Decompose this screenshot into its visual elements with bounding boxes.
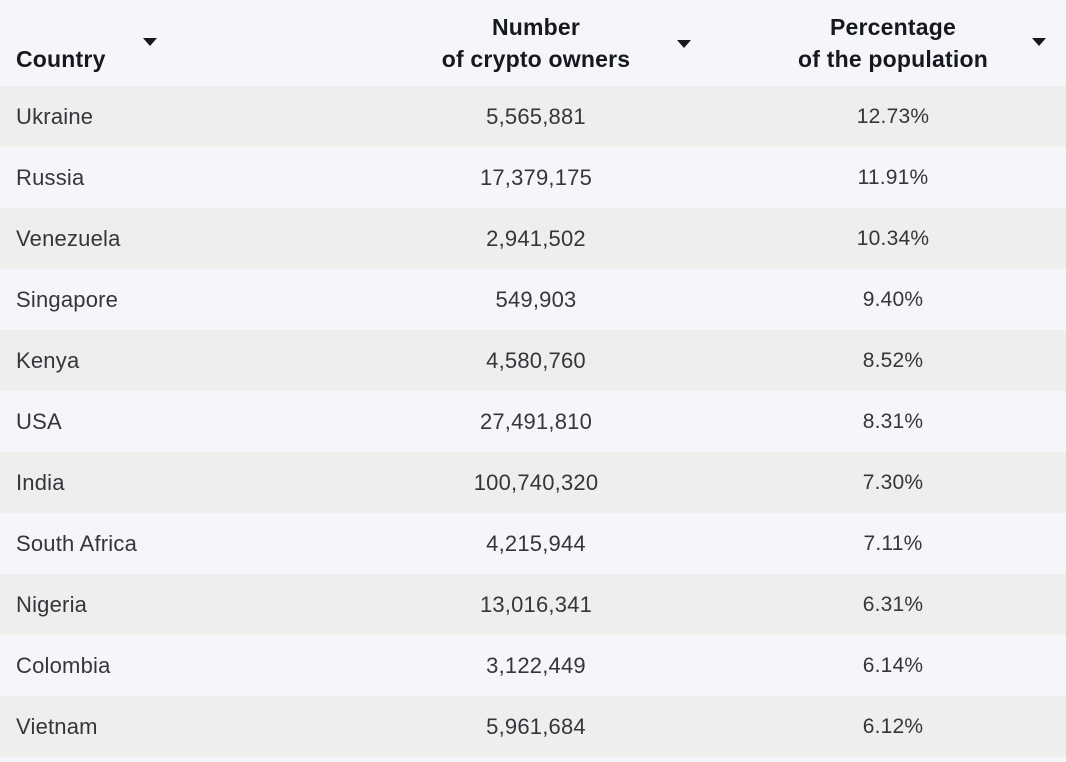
table-body: Ukraine 5,565,881 12.73% Russia 17,379,1… [0,86,1066,757]
owners-cell: 100,740,320 [473,469,599,495]
table-row: South Africa 4,215,944 7.11% [0,513,1066,574]
percentage-cell: 6.31% [862,592,924,616]
country-cell: Vietnam [16,713,98,739]
owners-cell: 3,122,449 [486,652,586,678]
column-header-percentage-label: Percentage of the population [798,14,988,72]
percentage-cell: 6.14% [862,653,924,677]
country-cell: Singapore [16,286,119,312]
country-cell: Russia [16,164,85,190]
table-row: India 100,740,320 7.30% [0,452,1066,513]
percentage-cell: 11.91% [857,165,929,189]
country-cell: India [16,469,65,495]
country-cell: USA [16,408,62,434]
sort-arrow-icon[interactable] [143,38,157,46]
country-cell: Venezuela [16,225,121,251]
table-row: Kenya 4,580,760 8.52% [0,330,1066,391]
percentage-cell: 7.11% [863,531,923,555]
percentage-cell: 12.73% [856,104,930,128]
table-row: Ukraine 5,565,881 12.73% [0,86,1066,147]
table-row: USA 27,491,810 8.31% [0,391,1066,452]
percentage-cell: 8.31% [862,409,924,433]
column-header-country[interactable]: Country [0,0,336,86]
country-cell: Kenya [16,347,80,373]
owners-cell: 27,491,810 [479,408,593,434]
owners-cell: 4,215,944 [486,530,586,556]
table-row: Russia 17,379,175 11.91% [0,147,1066,208]
column-header-country-label: Country [16,46,106,72]
table-header: Country Number of crypto owners Percenta… [0,0,1066,86]
owners-cell: 17,379,175 [479,164,593,190]
table-row: Nigeria 13,016,341 6.31% [0,574,1066,635]
country-cell: Nigeria [16,591,88,617]
column-header-owners-label: Number of crypto owners [441,14,631,72]
percentage-cell: 8.52% [862,348,924,372]
percentage-cell: 7.30% [862,470,924,494]
owners-cell: 13,016,341 [479,591,593,617]
column-header-percentage[interactable]: Percentage of the population [736,0,1066,86]
owners-cell: 549,903 [495,286,577,312]
column-header-owners[interactable]: Number of crypto owners [336,0,736,86]
country-cell: South Africa [16,530,138,556]
table-row: Venezuela 2,941,502 10.34% [0,208,1066,269]
table-row: Vietnam 5,961,684 6.12% [0,696,1066,757]
percentage-cell: 6.12% [862,714,924,738]
percentage-cell: 10.34% [856,226,930,250]
percentage-cell: 9.40% [862,287,924,311]
owners-cell: 5,565,881 [486,103,586,129]
owners-cell: 2,941,502 [486,225,586,251]
table-row: Colombia 3,122,449 6.14% [0,635,1066,696]
country-cell: Colombia [16,652,111,678]
sort-arrow-icon[interactable] [1032,38,1046,46]
country-cell: Ukraine [16,103,94,129]
owners-cell: 4,580,760 [486,347,586,373]
sort-arrow-icon[interactable] [677,40,691,48]
owners-cell: 5,961,684 [486,713,586,739]
table-row: Singapore 549,903 9.40% [0,269,1066,330]
